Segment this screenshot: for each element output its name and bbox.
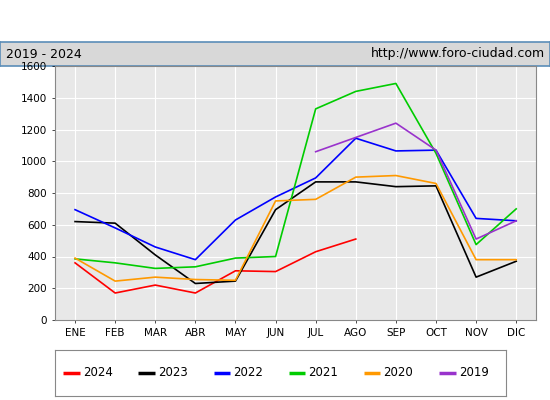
Text: 2019: 2019 (459, 366, 488, 380)
Text: 2020: 2020 (383, 366, 413, 380)
Text: 2019 - 2024: 2019 - 2024 (6, 48, 81, 60)
Text: 2022: 2022 (233, 366, 263, 380)
Text: Evolucion Nº Turistas Nacionales en el municipio de Plentzia: Evolucion Nº Turistas Nacionales en el m… (54, 14, 496, 28)
Text: 2023: 2023 (158, 366, 188, 380)
Text: http://www.foro-ciudad.com: http://www.foro-ciudad.com (370, 48, 544, 60)
Text: 2024: 2024 (83, 366, 113, 380)
Text: 2021: 2021 (309, 366, 338, 380)
